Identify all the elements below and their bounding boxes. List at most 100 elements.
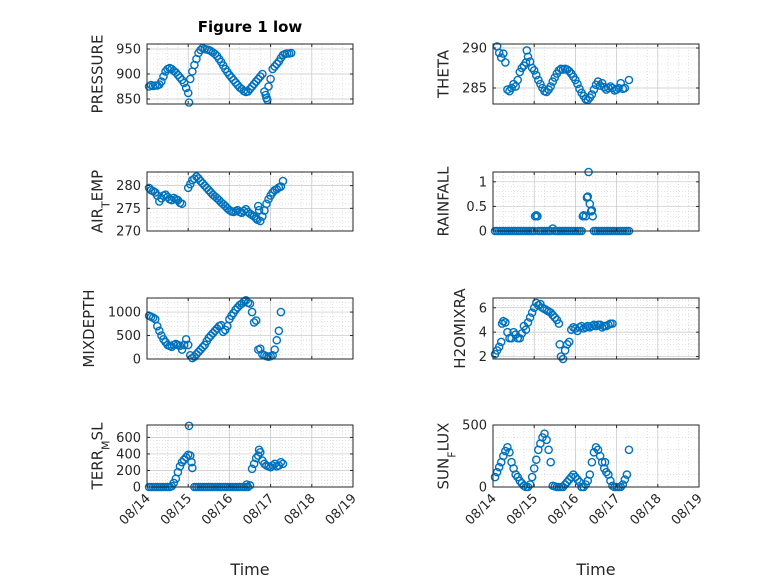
data-point bbox=[529, 464, 539, 473]
data-point bbox=[177, 199, 187, 209]
data-point bbox=[245, 481, 255, 490]
data-point bbox=[255, 344, 265, 353]
subplot-rainfall: 0 0.5 1 RAINFALL bbox=[434, 166, 700, 240]
axes-box bbox=[492, 297, 700, 360]
data-point bbox=[587, 206, 597, 215]
y-tick-label: 270 bbox=[116, 225, 141, 240]
series-markers bbox=[144, 296, 286, 363]
data-point bbox=[546, 82, 555, 91]
y-axis-label: AIRTEMP bbox=[88, 170, 112, 233]
data-point bbox=[184, 98, 194, 107]
x-axis-label: Time bbox=[575, 560, 615, 579]
data-point bbox=[530, 211, 540, 221]
data-point bbox=[492, 467, 502, 477]
data-point bbox=[225, 70, 234, 80]
data-point bbox=[490, 472, 500, 482]
data-point bbox=[268, 461, 277, 470]
data-point bbox=[573, 475, 582, 484]
x-tick-label: 08/19 bbox=[669, 491, 706, 528]
data-point bbox=[560, 480, 570, 489]
data-point bbox=[569, 470, 578, 479]
x-tick-label: 08/16 bbox=[545, 491, 582, 528]
axes-box bbox=[492, 171, 700, 232]
data-point bbox=[188, 463, 197, 473]
data-point bbox=[249, 318, 259, 327]
data-point bbox=[503, 443, 512, 452]
data-point bbox=[606, 476, 615, 486]
data-point bbox=[523, 318, 533, 327]
x-tick-label: 08/19 bbox=[323, 491, 360, 528]
data-point bbox=[185, 179, 195, 189]
data-point bbox=[622, 470, 632, 479]
data-point bbox=[618, 480, 628, 489]
y-tick-label: 900 bbox=[116, 68, 141, 83]
series-markers bbox=[490, 298, 617, 364]
y-tick-label: 500 bbox=[462, 419, 487, 434]
data-point bbox=[511, 470, 520, 479]
data-point bbox=[185, 74, 195, 84]
data-point bbox=[515, 476, 525, 486]
data-point bbox=[243, 87, 253, 96]
data-point bbox=[262, 199, 271, 209]
data-point bbox=[620, 475, 630, 484]
data-point bbox=[184, 421, 194, 431]
y-tick-label: 950 bbox=[116, 43, 141, 58]
data-point bbox=[253, 74, 263, 84]
y-axis-label: THETA bbox=[434, 49, 452, 99]
data-point bbox=[624, 75, 634, 85]
x-axis-label: Time bbox=[229, 560, 269, 579]
data-point bbox=[624, 445, 634, 455]
data-point bbox=[578, 211, 588, 221]
data-point bbox=[523, 52, 533, 62]
data-point bbox=[169, 193, 179, 203]
series-markers bbox=[490, 429, 634, 492]
x-tick-label: 08/17 bbox=[240, 491, 277, 528]
data-point bbox=[531, 70, 541, 80]
data-point bbox=[270, 345, 280, 354]
axes-box bbox=[146, 424, 354, 488]
data-point bbox=[494, 48, 504, 58]
data-point bbox=[562, 340, 572, 349]
data-point bbox=[585, 470, 595, 479]
data-point bbox=[177, 345, 187, 354]
data-point bbox=[144, 82, 154, 91]
data-point bbox=[587, 90, 597, 99]
data-point bbox=[179, 340, 189, 350]
data-point bbox=[591, 443, 601, 452]
y-axis-label: TERRMSL bbox=[88, 422, 112, 491]
data-point bbox=[548, 310, 558, 320]
data-point bbox=[179, 78, 189, 88]
data-point bbox=[614, 83, 623, 93]
data-point bbox=[210, 49, 220, 59]
series-markers bbox=[144, 43, 296, 107]
data-point bbox=[521, 58, 531, 67]
data-point bbox=[157, 77, 166, 86]
data-point bbox=[583, 192, 593, 201]
data-point bbox=[509, 327, 518, 337]
data-point bbox=[276, 457, 286, 467]
data-point bbox=[264, 82, 273, 91]
data-point bbox=[229, 75, 238, 85]
data-point bbox=[599, 82, 609, 92]
y-tick-label: 0 bbox=[479, 225, 487, 240]
data-point bbox=[542, 87, 551, 97]
data-point bbox=[255, 72, 265, 81]
subplot-air-temp: 270 275 280 AIRTEMP bbox=[88, 170, 354, 240]
y-tick-label: 0 bbox=[133, 481, 141, 496]
data-point bbox=[179, 455, 189, 465]
data-point bbox=[187, 457, 196, 467]
data-point bbox=[513, 75, 523, 85]
data-point bbox=[286, 48, 296, 58]
data-point bbox=[564, 337, 574, 347]
data-point bbox=[586, 207, 596, 216]
data-point bbox=[498, 49, 508, 58]
data-point bbox=[554, 319, 564, 328]
series-markers bbox=[144, 172, 288, 226]
data-point bbox=[542, 435, 551, 445]
data-point bbox=[494, 462, 504, 472]
data-point bbox=[554, 66, 564, 75]
data-point bbox=[266, 74, 275, 84]
x-tick-label: 08/14 bbox=[117, 491, 154, 528]
